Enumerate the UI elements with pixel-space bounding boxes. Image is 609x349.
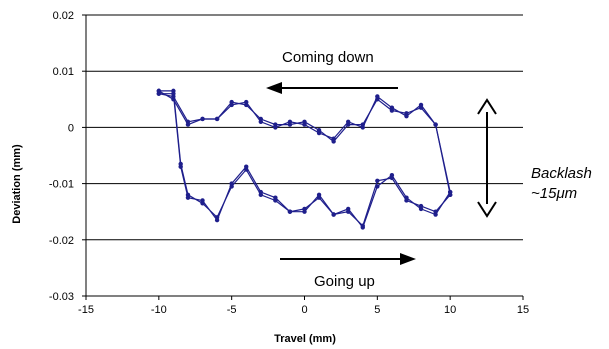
data-point — [185, 122, 191, 127]
data-point — [346, 209, 351, 214]
x-tick-label: -5 — [227, 304, 237, 316]
annotation-arrows — [266, 82, 497, 265]
going-up-label: Going up — [314, 273, 375, 290]
data-point — [273, 125, 278, 130]
x-axis-title: Travel (mm) — [274, 333, 336, 345]
data-point — [244, 164, 249, 169]
data-point — [258, 189, 263, 195]
y-tick-label: 0.02 — [53, 10, 74, 22]
data-point — [229, 102, 234, 108]
right-arrow-icon — [400, 253, 416, 265]
y-axis-title: Deviation (mm) — [11, 144, 23, 224]
data-point — [331, 136, 336, 141]
data-point — [244, 99, 249, 105]
data-point — [360, 125, 365, 130]
data-point — [185, 195, 191, 200]
data-point — [404, 198, 409, 203]
series-line — [158, 93, 451, 193]
data-point — [316, 195, 322, 200]
data-point — [171, 91, 176, 96]
data-point — [287, 209, 293, 214]
data-point — [273, 195, 278, 200]
data-point — [389, 175, 395, 181]
backlash-label: Backlash — [531, 165, 592, 182]
data-point — [433, 209, 438, 214]
data-point — [375, 94, 380, 99]
backlash-value-label: ~15μm — [531, 185, 577, 202]
data-point — [178, 164, 183, 169]
data-point — [375, 178, 380, 183]
x-tick-label: 10 — [444, 304, 456, 316]
x-tick-label: -15 — [78, 304, 94, 316]
data-point — [418, 102, 424, 108]
data-point — [156, 88, 162, 94]
data-point — [346, 119, 351, 124]
x-tick-label: 5 — [374, 304, 380, 316]
data-point — [447, 192, 453, 198]
data-point — [171, 97, 176, 102]
data-point — [418, 203, 424, 209]
data-point — [200, 198, 205, 203]
data-point — [433, 122, 438, 127]
data-point — [258, 119, 263, 124]
x-tick-label: 0 — [301, 304, 307, 316]
data-point — [200, 116, 205, 122]
up-arrow-head-icon — [477, 98, 497, 115]
y-tick-label: -0.01 — [49, 179, 74, 191]
y-tick-label: -0.03 — [49, 291, 74, 303]
down-arrow-head-icon — [477, 201, 497, 218]
coming-down-label: Coming down — [282, 49, 374, 66]
left-arrow-icon — [266, 82, 282, 94]
data-point — [404, 113, 409, 119]
x-tick-label: 15 — [517, 304, 529, 316]
y-tick-label: 0 — [68, 122, 74, 134]
data-point — [302, 206, 307, 212]
data-point — [389, 105, 395, 110]
data-point — [360, 223, 365, 228]
data-point — [287, 119, 293, 124]
data-point — [302, 122, 307, 127]
x-tick-label: -10 — [151, 304, 167, 316]
data-point — [214, 116, 220, 122]
y-tick-label: -0.02 — [49, 235, 74, 247]
data-point — [316, 130, 322, 136]
series-line — [158, 93, 451, 227]
data-point — [214, 217, 220, 223]
series-line — [158, 90, 451, 195]
data-point — [331, 212, 336, 217]
data-point — [229, 181, 234, 186]
y-tick-label: 0.01 — [53, 66, 74, 78]
tick-labels: 0.02 0.01 0 -0.01 -0.02 -0.03 -15 -10 -5 0 5 10 15 — [49, 10, 529, 316]
axes — [82, 14, 524, 300]
data-series — [156, 88, 453, 230]
